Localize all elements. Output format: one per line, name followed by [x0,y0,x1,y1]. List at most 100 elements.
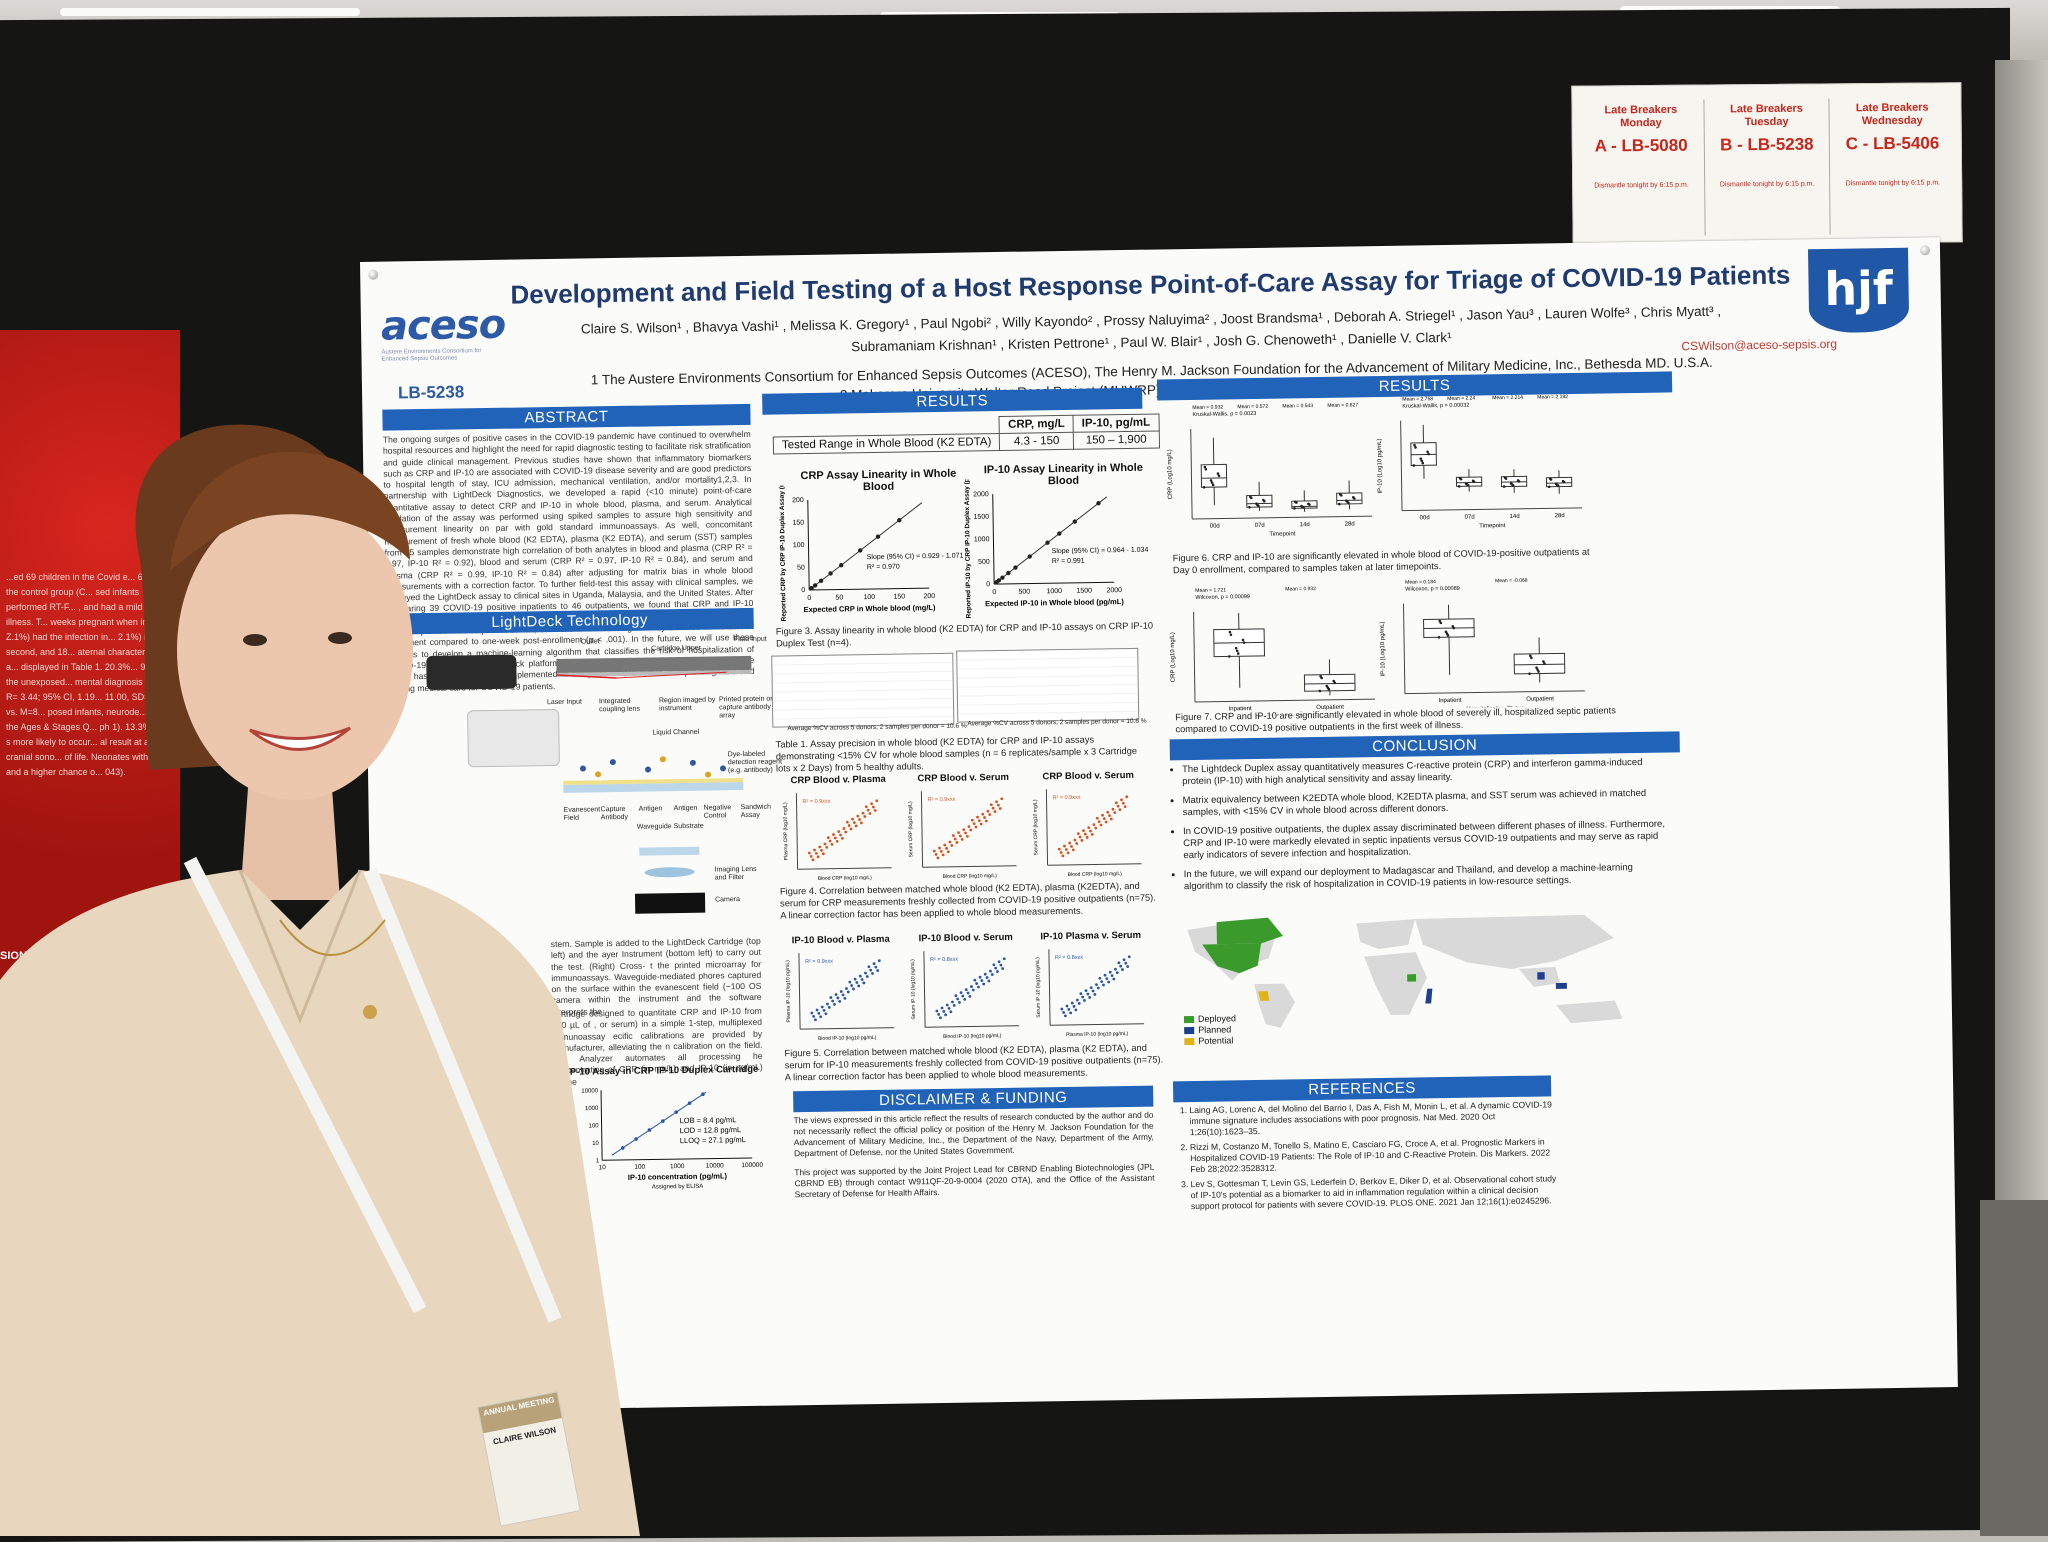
presenter-person [0,0,700,1536]
mean-annotation: Mean = 0.627 [1327,402,1358,408]
data-point [1074,1008,1077,1011]
data-point [1092,990,1095,993]
x-axis-label: Expected CRP in Whole blood (mg/L) [803,603,936,614]
data-point [1083,999,1086,1002]
data-point [814,1018,817,1021]
data-point [1113,811,1116,814]
y-axis [808,500,809,590]
group-label: 28d [1555,513,1565,519]
data-point [855,825,858,828]
deployment-world-map [1172,891,1674,1049]
data-point [940,850,943,853]
y-axis [796,793,797,869]
data-point [991,973,994,976]
reference-item: Rizzi M, Costanzo M, Tonello S, Matino E… [1190,1136,1556,1175]
hjf-logo: hjf [1808,248,1909,334]
data-point [808,852,811,855]
data-point [822,852,825,855]
x-tick-label: 100000 [741,1162,763,1169]
y-axis [1401,421,1402,511]
table1-footnote-ip10: Average %CV across 5 donors, 2 samples p… [967,718,1146,728]
data-point [977,986,980,989]
data-point [1102,984,1105,987]
data-point [1103,817,1106,820]
data-point [810,855,813,858]
data-point [1098,977,1101,980]
y-tick-label: 500 [978,559,990,566]
late-breakers-tuesday: Late Breakers Tuesday B - LB-5238 Disman… [1704,98,1831,235]
data-point [1123,958,1126,961]
range-crp-value: 4.3 - 150 [1000,432,1074,450]
y-axis-label: IP-10 (Log10 pg/mL) [1377,438,1384,493]
data-point [933,850,936,853]
y-axis [1049,949,1050,1025]
data-point [1071,1002,1074,1005]
data-point [1120,798,1123,801]
mean-annotation: Mean = 0.932 [1192,404,1223,410]
face [177,500,413,800]
data-point [1079,836,1082,839]
y-axis [993,494,994,584]
late-breakers-wednesday: Late Breakers Wednesday C - LB-5406 Dism… [1830,97,1956,234]
data-point [1085,989,1088,992]
data-point [824,1012,827,1015]
r2-annotation: R² = 0.991 [1052,558,1085,566]
data-point [1122,802,1125,805]
data-point [1090,986,1093,989]
data-point [1104,974,1107,977]
data-point [1084,833,1087,836]
conclusion-list: The Lightdeck Duplex assay quantitativel… [1168,757,1670,901]
data-point [1093,993,1096,996]
data-point [810,1012,813,1015]
group-label: 00d [1420,515,1430,521]
tested-range-table: CRP, mg/L IP-10, pg/mL Tested Range in W… [773,413,1160,454]
data-point [1069,1011,1072,1014]
data-point [867,965,870,968]
y-axis [924,951,925,1027]
push-pin [1920,245,1930,255]
data-point [1114,968,1117,971]
figure-3-caption: Figure 3. Assay linearity in whole blood… [776,620,1156,650]
data-point [874,966,877,969]
data-point [1106,811,1109,814]
data-point [1101,814,1104,817]
data-point [1066,1005,1069,1008]
x-tick-label: 0 [807,595,811,602]
ld-label-sandwich: Sandwich Assay [741,803,781,820]
data-point [950,844,953,847]
data-point [1119,808,1122,811]
x-tick-label: 200 [923,593,935,600]
x-axis [1048,864,1142,865]
data-point [996,970,999,973]
data-point [994,810,997,813]
data-point [831,1000,834,1003]
data-point [1124,962,1127,965]
data-point [1105,821,1108,824]
data-point [846,821,849,824]
x-tick-label: 1000 [1046,588,1062,595]
data-point [960,991,963,994]
legend-potential: Potential [1184,1035,1236,1047]
data-point [862,812,865,815]
y-axis-label: Serum IP-10 (log10 pg/mL) [1035,957,1042,1018]
data-point [842,994,845,997]
data-point [937,856,940,859]
data-point [1062,1011,1065,1014]
mean-annotation: Mean = 1.721 [1195,587,1226,593]
data-point [949,841,952,844]
data-point [862,982,865,985]
data-point [952,834,955,837]
data-point [968,825,971,828]
data-point [937,1013,940,1016]
data-point [1112,808,1115,811]
whisker [1449,605,1450,675]
data-point [995,800,998,803]
data-point [975,982,978,985]
data-point [949,1010,952,1013]
